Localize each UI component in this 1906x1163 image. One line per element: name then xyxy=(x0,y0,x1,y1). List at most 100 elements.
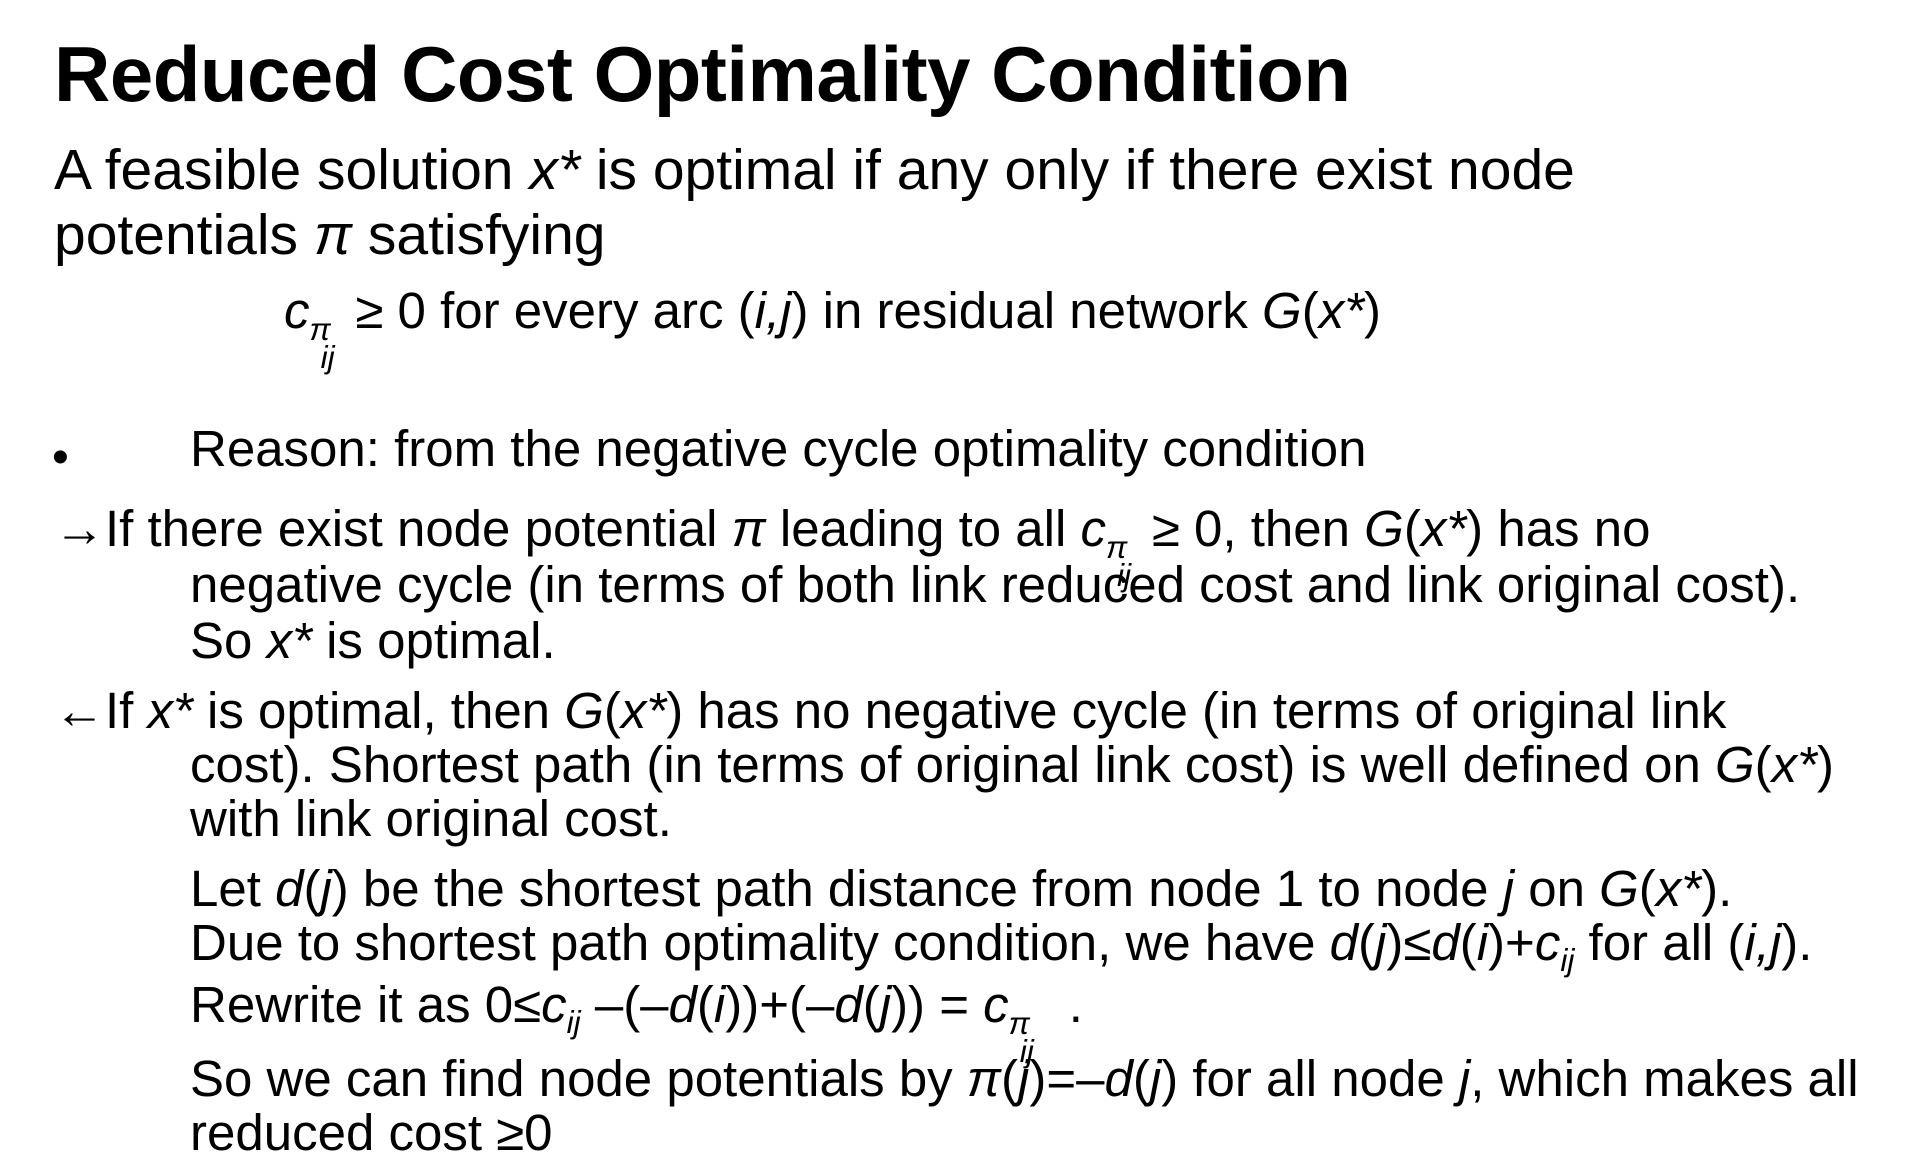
cost-c: c xyxy=(1534,914,1561,971)
g-symbol: G xyxy=(1364,500,1404,557)
statement-line-1: A feasible solution x* is optimal if any… xyxy=(54,138,1575,204)
x-star: x* xyxy=(1318,282,1365,339)
sup-pi: π xyxy=(1008,1004,1030,1041)
i-symbol: i xyxy=(713,976,726,1033)
left-arrow-icon: ← xyxy=(54,682,105,739)
statement-text: A feasible solution xyxy=(54,138,530,202)
statement-text: potentials xyxy=(54,203,314,267)
sub-ij: ij xyxy=(1117,557,1132,594)
bullet-dot: • xyxy=(52,431,69,484)
sup-pi: π xyxy=(309,310,331,347)
x-star: x* xyxy=(1655,860,1702,917)
sub-ij: ij xyxy=(320,339,335,376)
backward-text: ) be the shortest path distance from nod… xyxy=(331,860,1503,917)
paren: ( xyxy=(1001,1050,1019,1107)
d-symbol: d xyxy=(275,860,304,917)
j-symbol: j xyxy=(1375,914,1387,971)
sub-ij: ij xyxy=(1560,942,1575,979)
j-symbol: j xyxy=(1458,1050,1471,1107)
pi-symbol: π xyxy=(966,1050,1002,1107)
sub-ij: ij xyxy=(1019,1033,1034,1070)
statement-line-2: potentials π satisfying xyxy=(54,203,605,269)
forward-text: ≥ 0, then xyxy=(1151,500,1365,557)
statement-text: satisfying xyxy=(352,203,606,267)
forward-text: ) has no xyxy=(1466,500,1651,557)
backward-line-6: Rewrite it as 0≤cij –(–d(i))+(–d(j)) = c… xyxy=(190,976,1083,1069)
condition-text: ) in residual network xyxy=(791,282,1263,339)
d-symbol: d xyxy=(1104,1050,1133,1107)
backward-text: )≤ xyxy=(1386,914,1432,971)
g-symbol: G xyxy=(1715,736,1755,793)
x-star: x* xyxy=(1771,736,1818,793)
backward-line-1: ←If x* is optimal, then G(x*) has no neg… xyxy=(54,682,1726,741)
right-arrow-icon: → xyxy=(54,500,105,557)
slide-title: Reduced Cost Optimality Condition xyxy=(54,30,1351,118)
paren: ( xyxy=(1358,914,1375,971)
backward-text: Rewrite it as 0≤ xyxy=(190,976,542,1033)
backward-text: )+ xyxy=(1488,914,1535,971)
forward-line-3: So x* is optimal. xyxy=(190,612,556,671)
d-symbol: d xyxy=(668,976,697,1033)
g-symbol: G xyxy=(564,682,604,739)
backward-text: )=– xyxy=(1029,1050,1105,1107)
j-symbol: j xyxy=(879,976,892,1033)
g-symbol: G xyxy=(1599,860,1639,917)
forward-line-2: negative cycle (in terms of both link re… xyxy=(190,556,1801,613)
backward-line-7: So we can find node potentials by π(j)=–… xyxy=(190,1050,1859,1109)
i-symbol: i xyxy=(1476,914,1489,971)
d-symbol: d xyxy=(834,976,863,1033)
backward-text: . xyxy=(1054,976,1083,1033)
backward-text: on xyxy=(1514,860,1600,917)
forward-text: If there exist node potential xyxy=(105,500,732,557)
backward-text: Due to shortest path optimality conditio… xyxy=(190,914,1330,971)
backward-text: )) = xyxy=(891,976,984,1033)
condition-line: c π ij ≥ 0 for every arc (i,j) in residual … xyxy=(284,282,1382,375)
x-star: x* xyxy=(620,682,667,739)
paren: ) xyxy=(1364,282,1382,339)
paren: ( xyxy=(1459,914,1477,971)
paren: ( xyxy=(1301,282,1319,339)
x-star: x* xyxy=(266,612,312,669)
paren: ( xyxy=(603,682,621,739)
condition-text: ≥ 0 for every arc ( xyxy=(355,282,755,339)
j-symbol: j xyxy=(1149,1050,1162,1107)
backward-text: So we can find node potentials by xyxy=(190,1050,967,1107)
paren: ( xyxy=(862,976,880,1033)
paren: ( xyxy=(696,976,714,1033)
d-symbol: d xyxy=(1329,914,1359,971)
paren: ( xyxy=(1638,860,1656,917)
paren: ( xyxy=(1403,500,1421,557)
backward-text: ) for all node xyxy=(1161,1050,1459,1107)
backward-line-2: cost). Shortest path (in terms of origin… xyxy=(190,736,1834,795)
statement-text: is optimal if any only if there exist no… xyxy=(580,138,1575,202)
backward-text: –(– xyxy=(580,976,669,1033)
reduced-cost-c: c xyxy=(1080,500,1106,557)
backward-text: Let xyxy=(190,860,276,917)
sub-ij: ij xyxy=(566,1004,581,1041)
j-symbol: j xyxy=(1502,860,1515,917)
cost-c: c xyxy=(541,976,567,1033)
backward-text: is optimal, then xyxy=(192,682,565,739)
x-star: x* xyxy=(1420,500,1467,557)
paren: ( xyxy=(303,860,321,917)
backward-text: ). xyxy=(1781,914,1813,971)
backward-text: for all ( xyxy=(1574,914,1745,971)
paren: ). xyxy=(1701,860,1733,917)
backward-line-8: reduced cost ≥0 xyxy=(190,1104,553,1161)
forward-line-1: →If there exist node potential π leading… xyxy=(54,500,1651,593)
reduced-cost-c: c xyxy=(983,976,1009,1033)
pi-symbol: π xyxy=(313,203,353,267)
paren: ) xyxy=(1817,736,1834,793)
sup-pi: π xyxy=(1105,528,1128,565)
paren: ( xyxy=(1132,1050,1150,1107)
reduced-cost-c: c xyxy=(284,282,310,339)
x-star: x* xyxy=(529,138,581,202)
bullet-text: Reason: from the negative cycle optimali… xyxy=(190,420,1367,477)
backward-text: ) has no negative cycle (in terms of ori… xyxy=(666,682,1727,739)
backward-text: ))+(– xyxy=(725,976,835,1033)
j-symbol: j xyxy=(320,860,332,917)
backward-text: If xyxy=(105,682,148,739)
backward-text: , which makes all xyxy=(1470,1050,1859,1107)
backward-line-4: Let d(j) be the shortest path distance f… xyxy=(190,860,1732,919)
d-symbol: d xyxy=(1431,914,1460,971)
